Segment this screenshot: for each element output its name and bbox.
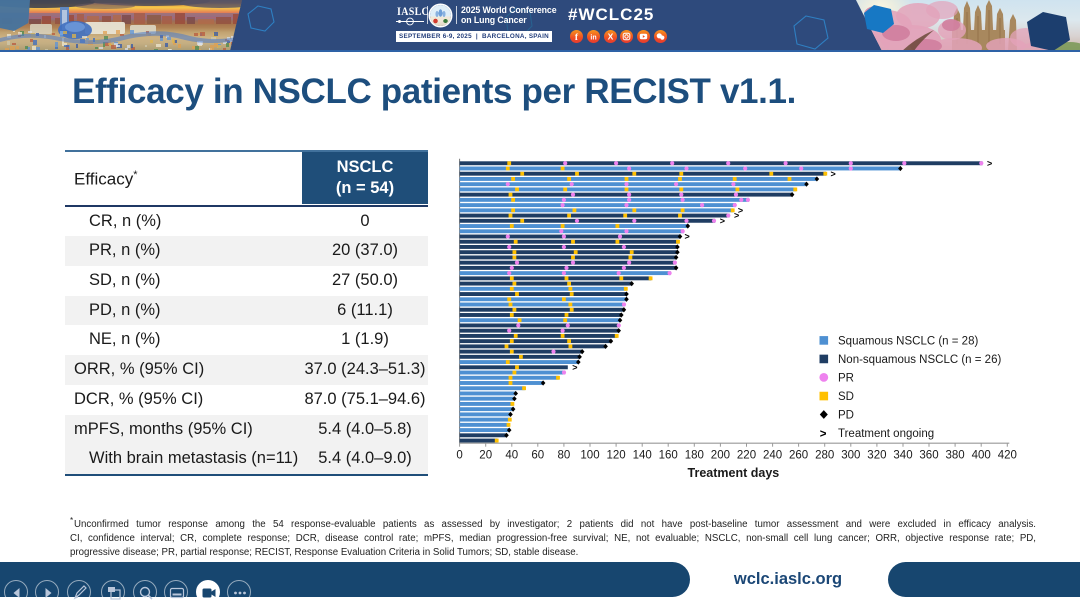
svg-text:300: 300 [841,450,860,462]
svg-text:400: 400 [972,450,991,462]
svg-text:40: 40 [505,450,518,462]
svg-text:420: 420 [998,450,1017,462]
svg-text:340: 340 [893,450,912,462]
svg-text:180: 180 [685,450,704,462]
svg-text:380: 380 [946,450,965,462]
svg-text:240: 240 [763,450,782,462]
svg-text:100: 100 [580,450,599,462]
svg-text:>: > [734,211,739,221]
svg-text:SD: SD [838,391,854,403]
svg-text:120: 120 [607,450,626,462]
svg-text:60: 60 [531,450,544,462]
svg-text:>: > [831,169,836,179]
svg-text:260: 260 [789,450,808,462]
svg-text:>: > [738,205,743,215]
svg-text:f: f [575,33,579,43]
svg-text:PR: PR [838,372,854,384]
svg-text:X: X [607,31,613,41]
svg-text:>: > [572,362,577,372]
svg-text:>: > [720,216,725,226]
svg-text:>: > [820,428,827,440]
svg-text:320: 320 [867,450,886,462]
svg-text:>: > [987,158,992,168]
svg-text:>: > [685,232,690,242]
svg-text:20: 20 [479,450,492,462]
svg-text:160: 160 [659,450,678,462]
svg-text:PD: PD [838,410,854,422]
svg-text:in: in [590,34,596,41]
svg-text:220: 220 [737,450,756,462]
svg-text:Non-squamous NSCLC (n = 26): Non-squamous NSCLC (n = 26) [838,354,1001,366]
svg-text:Squamous NSCLC (n = 28): Squamous NSCLC (n = 28) [838,335,978,347]
svg-text:360: 360 [919,450,938,462]
svg-text:80: 80 [558,450,571,462]
svg-text:200: 200 [711,450,730,462]
svg-text:280: 280 [815,450,834,462]
svg-text:Treatment days: Treatment days [688,466,780,480]
svg-text:Treatment ongoing: Treatment ongoing [838,428,934,440]
svg-text:140: 140 [633,450,652,462]
svg-text:0: 0 [456,450,462,462]
